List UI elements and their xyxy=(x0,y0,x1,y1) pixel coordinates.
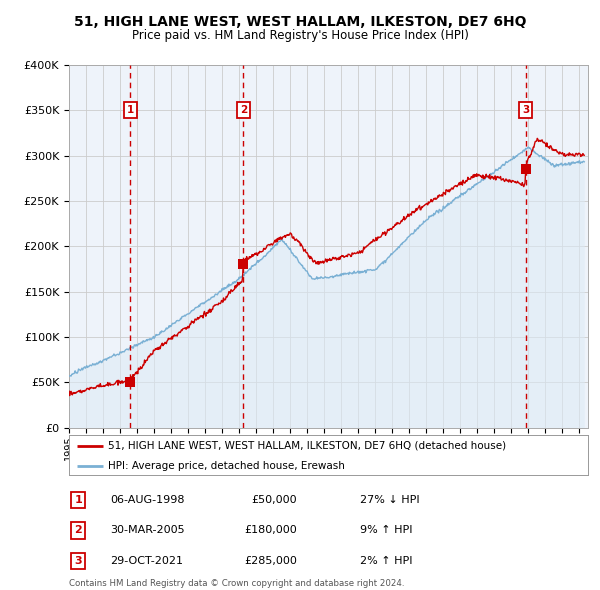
Text: 2: 2 xyxy=(74,526,82,536)
Text: 1: 1 xyxy=(127,105,134,115)
Text: 06-AUG-1998: 06-AUG-1998 xyxy=(110,495,185,505)
Text: Contains HM Land Registry data © Crown copyright and database right 2024.
This d: Contains HM Land Registry data © Crown c… xyxy=(69,579,404,590)
Text: £180,000: £180,000 xyxy=(245,526,298,536)
Text: HPI: Average price, detached house, Erewash: HPI: Average price, detached house, Erew… xyxy=(108,461,345,471)
Text: 1: 1 xyxy=(74,495,82,505)
Text: 30-MAR-2005: 30-MAR-2005 xyxy=(110,526,185,536)
Text: 29-OCT-2021: 29-OCT-2021 xyxy=(110,556,184,566)
Text: £50,000: £50,000 xyxy=(252,495,298,505)
Text: 51, HIGH LANE WEST, WEST HALLAM, ILKESTON, DE7 6HQ: 51, HIGH LANE WEST, WEST HALLAM, ILKESTO… xyxy=(74,15,526,29)
Text: 3: 3 xyxy=(74,556,82,566)
Text: Price paid vs. HM Land Registry's House Price Index (HPI): Price paid vs. HM Land Registry's House … xyxy=(131,30,469,42)
Text: 2: 2 xyxy=(240,105,247,115)
Text: £285,000: £285,000 xyxy=(244,556,298,566)
Text: 51, HIGH LANE WEST, WEST HALLAM, ILKESTON, DE7 6HQ (detached house): 51, HIGH LANE WEST, WEST HALLAM, ILKESTO… xyxy=(108,441,506,451)
Text: 2% ↑ HPI: 2% ↑ HPI xyxy=(359,556,412,566)
Text: 27% ↓ HPI: 27% ↓ HPI xyxy=(359,495,419,505)
Text: 3: 3 xyxy=(522,105,529,115)
Text: 9% ↑ HPI: 9% ↑ HPI xyxy=(359,526,412,536)
